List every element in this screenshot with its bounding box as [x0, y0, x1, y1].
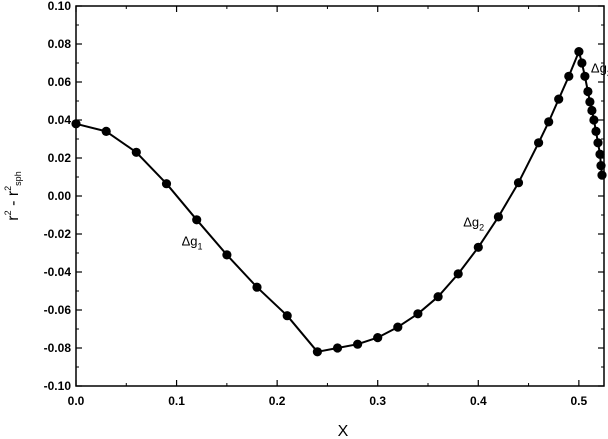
y-tick-label: -0.04 — [44, 265, 72, 279]
y-tick-label: 0.06 — [48, 75, 72, 89]
annotation-label: Δg2 — [463, 214, 484, 232]
data-point — [282, 311, 292, 321]
annotation-main: Δg — [591, 61, 607, 76]
annotations: Δg1Δg2Δg3 — [182, 61, 608, 252]
data-point — [595, 149, 605, 159]
y-tick-label: 0.04 — [48, 113, 72, 127]
y-tick-label: 0.02 — [48, 151, 72, 165]
y-tick-label: -0.10 — [44, 379, 72, 393]
data-point — [577, 58, 587, 68]
data-point — [393, 322, 403, 332]
data-point — [101, 126, 111, 136]
data-point — [332, 343, 343, 353]
y-tick-label: 0.08 — [48, 37, 72, 51]
annotation-sub: 3 — [607, 69, 608, 79]
x-axis: 0.0 0.1 0.2 0.3 0.4 0.5 — [68, 6, 588, 408]
annotation-main: Δg — [182, 233, 198, 248]
data-point — [453, 269, 463, 279]
y-tick-label: -0.02 — [44, 227, 72, 241]
data-point — [589, 115, 599, 125]
x-tick-label: 0.4 — [470, 394, 487, 408]
data-point — [580, 71, 590, 81]
data-point — [544, 117, 554, 127]
data-series — [71, 47, 607, 357]
y-tick-label: 0.10 — [48, 0, 72, 13]
data-point — [161, 179, 172, 189]
y-axis-title-sub: sph — [13, 171, 23, 186]
y-axis: -0.10 -0.08 -0.06 -0.04 -0.02 0.00 0.02 0.04 0.0… — [44, 0, 604, 393]
data-point — [353, 339, 363, 349]
x-axis-title: X — [338, 423, 349, 439]
y-tick-label: -0.06 — [44, 303, 72, 317]
data-point — [583, 86, 593, 97]
data-point — [513, 178, 524, 188]
data-point — [596, 161, 606, 171]
svg-text:r2 - r2sph: r2 - r2sph — [3, 171, 23, 220]
data-point — [252, 282, 262, 292]
data-point — [534, 138, 544, 148]
data-point — [312, 347, 322, 357]
plot-frame — [75, 5, 605, 387]
data-point — [564, 71, 574, 81]
annotation-sub: 1 — [198, 241, 203, 251]
series-line — [75, 50, 603, 353]
data-point — [473, 242, 483, 252]
data-point — [574, 47, 584, 57]
data-point — [71, 119, 81, 129]
x-tick-label: 0.2 — [269, 394, 286, 408]
data-point — [433, 292, 443, 302]
data-point — [413, 309, 423, 319]
data-point — [493, 212, 503, 222]
data-point — [585, 97, 595, 107]
y-tick-label: -0.08 — [44, 341, 72, 355]
x-tick-label: 0.5 — [571, 394, 588, 408]
annotation-label: Δg3 — [591, 61, 608, 79]
data-point — [222, 250, 232, 260]
data-point — [131, 147, 141, 157]
y-axis-title-sup2: 2 — [3, 186, 13, 191]
x-tick-label: 0.1 — [168, 394, 185, 408]
data-point — [587, 105, 597, 116]
data-point — [591, 126, 601, 136]
y-axis-title: r2 - r2sph — [3, 171, 23, 220]
data-point — [192, 215, 202, 225]
y-axis-title-sup: 2 — [3, 210, 13, 215]
y-axis-title-main: r — [5, 215, 22, 221]
y-tick-label: 0.00 — [48, 189, 72, 203]
annotation-sub: 2 — [479, 222, 484, 232]
x-tick-label: 0.3 — [369, 394, 386, 408]
annotation-label: Δg1 — [182, 233, 203, 251]
plot-border — [75, 5, 605, 387]
data-point — [593, 138, 603, 148]
annotation-main: Δg — [463, 214, 479, 229]
data-point — [373, 333, 383, 343]
data-point — [597, 170, 607, 180]
data-point — [554, 94, 564, 104]
y-axis-title-sep: - r — [5, 190, 22, 210]
x-tick-label: 0.0 — [68, 394, 85, 408]
